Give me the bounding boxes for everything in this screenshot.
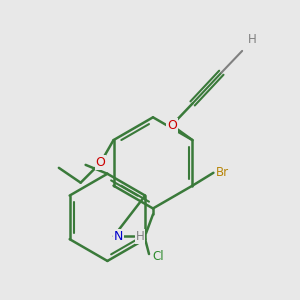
Text: Br: Br <box>216 166 229 179</box>
Text: H: H <box>136 230 145 243</box>
Text: O: O <box>95 156 105 170</box>
Text: O: O <box>167 119 177 132</box>
Text: Cl: Cl <box>152 250 164 263</box>
Text: H: H <box>248 32 256 46</box>
Text: N: N <box>114 230 123 243</box>
